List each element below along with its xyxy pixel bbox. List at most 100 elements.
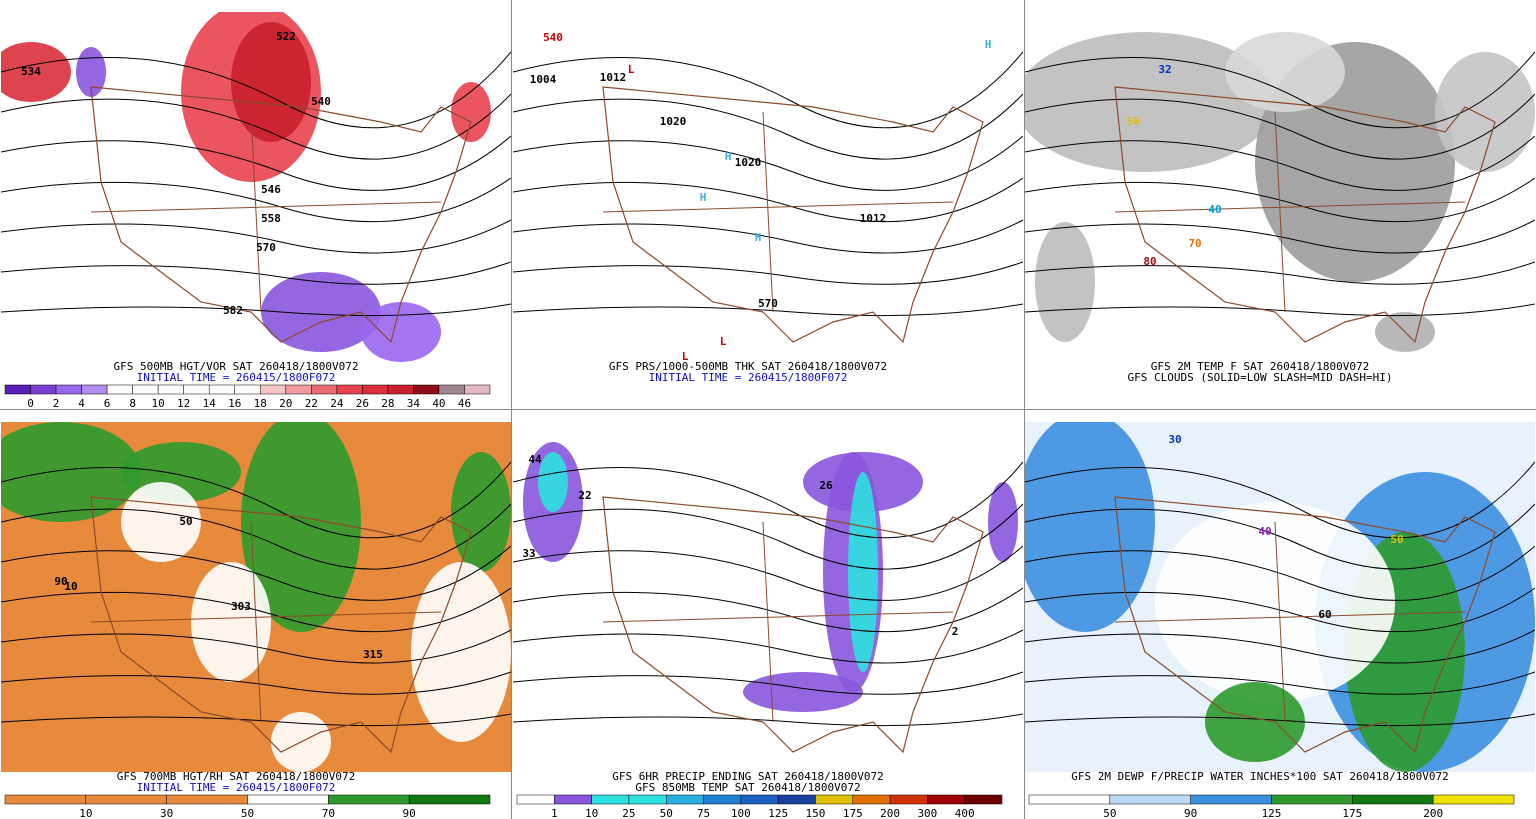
panel-caption: INITIAL TIME = 260415/1800F072 bbox=[137, 371, 336, 384]
contour-line bbox=[1, 671, 511, 695]
colorbar-label: 400 bbox=[955, 807, 975, 819]
contour-label: 33 bbox=[522, 547, 535, 560]
colorbar-label: 175 bbox=[843, 807, 863, 819]
field-shading bbox=[241, 422, 361, 632]
contour-line bbox=[1025, 303, 1535, 317]
contour-label: 30 bbox=[1168, 433, 1181, 446]
border-line bbox=[1114, 611, 1466, 623]
contour-line bbox=[513, 503, 1023, 570]
contour-label: 1012 bbox=[860, 212, 887, 225]
contour-label: 2 bbox=[952, 625, 959, 638]
field-shading bbox=[451, 452, 511, 572]
colorbar-segment bbox=[852, 794, 891, 805]
field-shading bbox=[1205, 682, 1305, 762]
colorbar-label: 30 bbox=[160, 807, 173, 819]
map-area bbox=[513, 12, 1023, 362]
colorbar-label: 10 bbox=[152, 397, 165, 410]
colorbar-segment bbox=[1271, 794, 1353, 805]
border-line bbox=[90, 201, 442, 213]
contour-label: 303 bbox=[231, 600, 251, 613]
colorbar-segment bbox=[234, 384, 261, 395]
contour-line bbox=[513, 671, 1023, 695]
field-shading bbox=[1225, 32, 1345, 112]
panel-caption: GFS 2M TEMP F SAT 260418/1800V072 bbox=[1151, 360, 1370, 373]
colorbar-label: 50 bbox=[241, 807, 254, 819]
contour-label: 558 bbox=[261, 212, 281, 225]
contour-label: L bbox=[720, 335, 727, 348]
map-panel: 44 22 33 26 2 bbox=[513, 422, 1023, 772]
contour-line bbox=[1025, 713, 1535, 727]
colorbar-segment bbox=[4, 384, 31, 395]
country-border bbox=[90, 86, 472, 344]
contour-line bbox=[1, 503, 511, 570]
colorbar-label: 4 bbox=[78, 397, 85, 410]
contour-line bbox=[1, 93, 511, 160]
colorbar-segment bbox=[815, 794, 854, 805]
field-shading bbox=[1025, 422, 1155, 632]
colorbar-segment bbox=[328, 794, 410, 805]
contour-label: 50 bbox=[1126, 115, 1139, 128]
colorbar-segment bbox=[628, 794, 667, 805]
colorbar-label: 175 bbox=[1342, 807, 1362, 819]
colorbar-segment bbox=[927, 794, 965, 805]
panel-caption: GFS 2M DEWP F/PRECIP WATER INCHES*100 SA… bbox=[1071, 770, 1449, 783]
contour-line bbox=[1, 51, 511, 129]
contour-line bbox=[1, 303, 511, 317]
border-line bbox=[762, 521, 774, 723]
contour-label: 546 bbox=[261, 183, 281, 196]
contour-line bbox=[513, 219, 1023, 254]
colorbar-label: 6 bbox=[104, 397, 111, 410]
contour-line bbox=[1025, 503, 1535, 570]
map-panel: 1004 1012 1020 1020 1012 540 570 L L L H H H H bbox=[513, 12, 1023, 363]
field-shading bbox=[361, 302, 441, 362]
colorbar-segment bbox=[247, 794, 329, 805]
field-shading bbox=[261, 272, 381, 352]
colorbar-segment bbox=[81, 384, 108, 395]
contour-line bbox=[1, 261, 511, 285]
colorbar-segment bbox=[106, 384, 133, 395]
colorbar-label: 34 bbox=[407, 397, 421, 410]
colorbar-label: 75 bbox=[697, 807, 710, 819]
contour-label: H bbox=[985, 38, 992, 51]
contour-line bbox=[1, 629, 511, 664]
colorbar-segment bbox=[964, 794, 1003, 805]
contour-line bbox=[1025, 671, 1535, 695]
contour-label: H bbox=[725, 150, 732, 163]
contour-label: L bbox=[628, 63, 635, 76]
colorbar-segment bbox=[1352, 794, 1434, 805]
colorbar-label: 46 bbox=[458, 397, 471, 410]
colorbar-segment bbox=[1432, 794, 1515, 805]
colorbar-label: 10 bbox=[585, 807, 598, 819]
border-line bbox=[1274, 521, 1286, 723]
colorbar-label: 300 bbox=[917, 807, 937, 819]
contour-label: 10 bbox=[64, 580, 77, 593]
contour-label: L bbox=[682, 350, 689, 363]
colorbar-segment bbox=[591, 794, 630, 805]
colorbar-segment bbox=[777, 794, 816, 805]
contour-line bbox=[513, 303, 1023, 317]
contour-label: H bbox=[700, 191, 707, 204]
field-shading bbox=[411, 562, 511, 742]
field-shading bbox=[743, 672, 863, 712]
colorbar-label: 26 bbox=[356, 397, 369, 410]
contour-line bbox=[1, 545, 511, 601]
colorbar-label: 125 bbox=[1262, 807, 1282, 819]
colorbar-label: 200 bbox=[1423, 807, 1443, 819]
country-border bbox=[1114, 496, 1496, 754]
field-shading bbox=[1, 42, 71, 102]
contour-label: 50 bbox=[179, 515, 192, 528]
contour-line bbox=[1025, 545, 1535, 601]
contour-label: 522 bbox=[276, 30, 296, 43]
border-line bbox=[762, 111, 774, 313]
field-shading bbox=[848, 472, 878, 672]
contour-line bbox=[513, 51, 1023, 129]
contour-label: 40 bbox=[1208, 203, 1221, 216]
colorbar-segment bbox=[30, 384, 57, 395]
contour-line bbox=[1025, 261, 1535, 285]
contour-label: 22 bbox=[578, 489, 591, 502]
panel-caption: GFS 850MB TEMP SAT 260418/1800V072 bbox=[635, 781, 860, 794]
contour-label: 1004 bbox=[530, 73, 557, 86]
colorbar-segment bbox=[665, 794, 704, 805]
colorbar-label: 10 bbox=[79, 807, 92, 819]
contour-line bbox=[1, 135, 511, 191]
